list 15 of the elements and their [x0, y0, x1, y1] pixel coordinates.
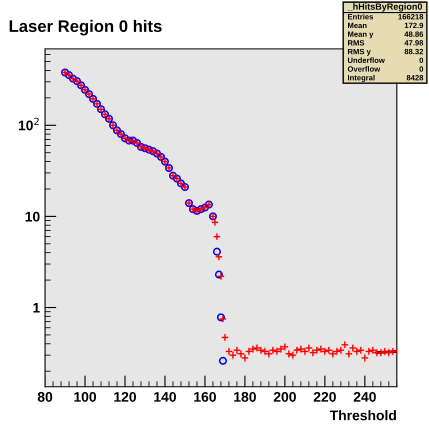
x-axis-title: Threshold [330, 410, 396, 420]
chart-title: Laser Region 0 hits [10, 20, 162, 36]
x-tick-label: 220 [314, 392, 336, 402]
y-tick-label: 10$^{2}$ [18, 118, 39, 130]
text: _hHitsByRegion0 [348, 3, 422, 12]
x-tick-label: 120 [114, 392, 136, 402]
y-tick-label: 10 [26, 212, 40, 222]
y-tick-label: 1 [33, 302, 40, 313]
x-tick-label: 240 [354, 392, 376, 402]
x-tick-label: 200 [274, 392, 296, 402]
x-tick-label: 180 [234, 392, 256, 402]
x-tick-label: 80 [38, 392, 52, 402]
x-tick-label: 140 [154, 392, 176, 402]
x-tick-label: 100 [74, 392, 96, 402]
x-tick-label: 160 [194, 392, 216, 402]
